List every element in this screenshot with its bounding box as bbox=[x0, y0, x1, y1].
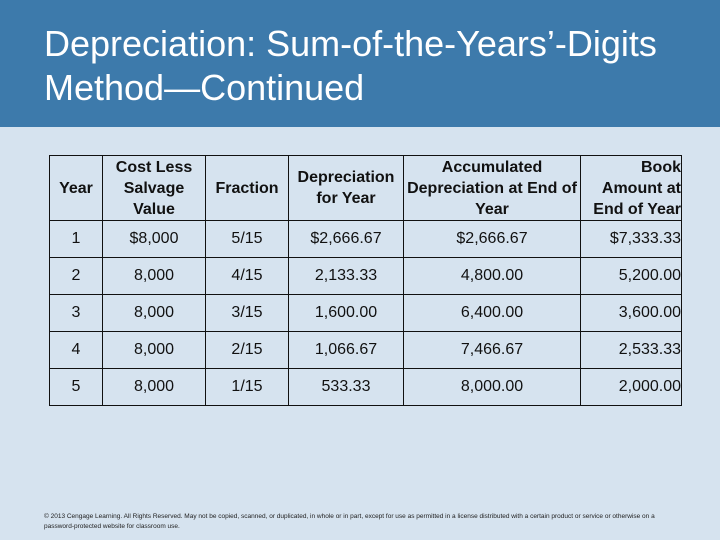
cell-fraction: 3/15 bbox=[205, 294, 289, 332]
cell-cost: 8,000 bbox=[102, 257, 206, 295]
header-fraction: Fraction bbox=[205, 155, 289, 221]
cell-fraction: 2/15 bbox=[205, 331, 289, 369]
header-book-amount: Book Amount at End of Year bbox=[580, 155, 682, 221]
header-cost-less-salvage: Cost Less Salvage Value bbox=[102, 155, 206, 221]
cell-book: 5,200.00 bbox=[580, 257, 682, 295]
cell-book: 2,000.00 bbox=[580, 368, 682, 406]
table-row: 5 8,000 1/15 533.33 8,000.00 2,000.00 bbox=[49, 368, 682, 406]
cell-year: 3 bbox=[49, 294, 103, 332]
cell-cost: $8,000 bbox=[102, 220, 206, 258]
title-bar bbox=[0, 0, 720, 127]
cell-book: 2,533.33 bbox=[580, 331, 682, 369]
cell-year: 1 bbox=[49, 220, 103, 258]
table-header-row: Year Cost Less Salvage Value Fraction De… bbox=[49, 155, 682, 221]
cell-cost: 8,000 bbox=[102, 368, 206, 406]
cell-book: 3,600.00 bbox=[580, 294, 682, 332]
cell-accumulated: 8,000.00 bbox=[403, 368, 581, 406]
cell-fraction: 5/15 bbox=[205, 220, 289, 258]
table-row: 2 8,000 4/15 2,133.33 4,800.00 5,200.00 bbox=[49, 257, 682, 295]
cell-accumulated: 6,400.00 bbox=[403, 294, 581, 332]
cell-accumulated: 7,466.67 bbox=[403, 331, 581, 369]
cell-depreciation: 1,066.67 bbox=[288, 331, 404, 369]
table-row: 4 8,000 2/15 1,066.67 7,466.67 2,533.33 bbox=[49, 331, 682, 369]
header-depreciation: Depreciation for Year bbox=[288, 155, 404, 221]
header-accumulated: Accumulated Depreciation at End of Year bbox=[403, 155, 581, 221]
cell-depreciation: 1,600.00 bbox=[288, 294, 404, 332]
cell-year: 4 bbox=[49, 331, 103, 369]
copyright-footer: © 2013 Cengage Learning. All Rights Rese… bbox=[44, 513, 655, 530]
cell-accumulated: 4,800.00 bbox=[403, 257, 581, 295]
table-row: 1 $8,000 5/15 $2,666.67 $2,666.67 $7,333… bbox=[49, 220, 682, 258]
cell-cost: 8,000 bbox=[102, 331, 206, 369]
cell-accumulated: $2,666.67 bbox=[403, 220, 581, 258]
cell-year: 2 bbox=[49, 257, 103, 295]
depreciation-table: Year Cost Less Salvage Value Fraction De… bbox=[49, 155, 682, 406]
cell-depreciation: 533.33 bbox=[288, 368, 404, 406]
cell-fraction: 4/15 bbox=[205, 257, 289, 295]
table-row: 3 8,000 3/15 1,600.00 6,400.00 3,600.00 bbox=[49, 294, 682, 332]
cell-cost: 8,000 bbox=[102, 294, 206, 332]
cell-fraction: 1/15 bbox=[205, 368, 289, 406]
cell-year: 5 bbox=[49, 368, 103, 406]
slide-title: Depreciation: Sum-of-the-Years’-Digits M… bbox=[44, 23, 657, 108]
cell-depreciation: 2,133.33 bbox=[288, 257, 404, 295]
cell-book: $7,333.33 bbox=[580, 220, 682, 258]
header-year: Year bbox=[49, 155, 103, 221]
cell-depreciation: $2,666.67 bbox=[288, 220, 404, 258]
